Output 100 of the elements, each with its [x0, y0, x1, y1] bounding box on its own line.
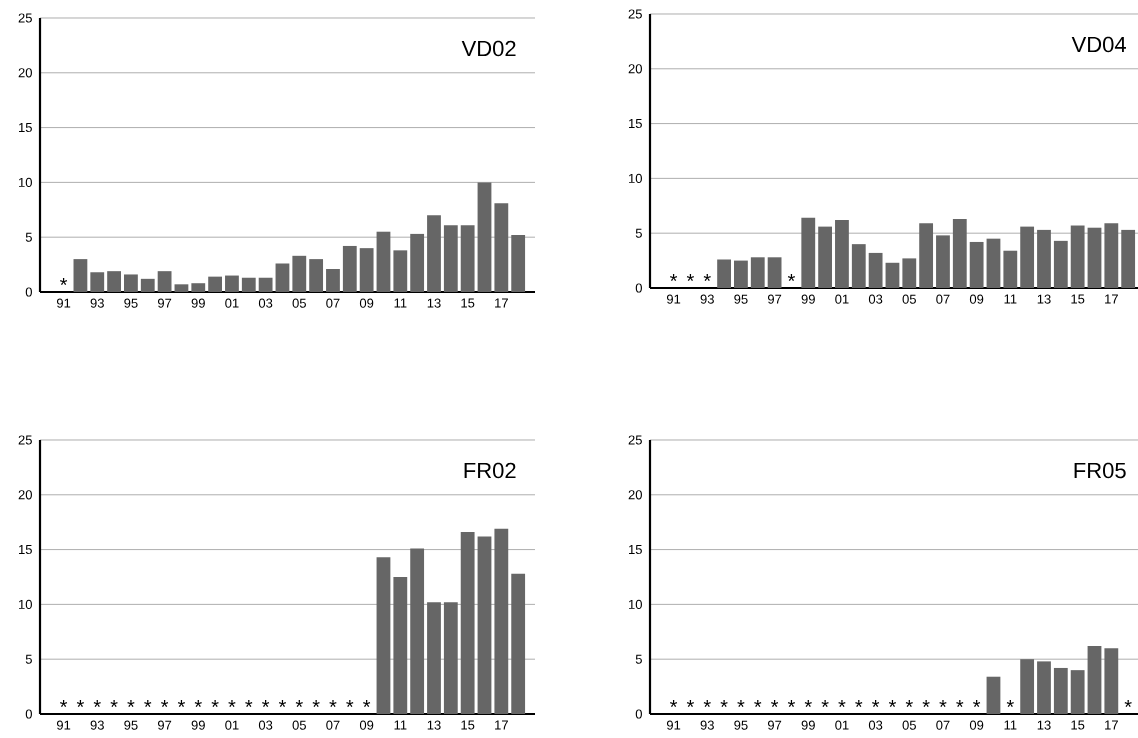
x-tick-label: 07 [936, 720, 950, 730]
text: * [228, 700, 236, 708]
text: * [194, 700, 202, 708]
x-tick-label: 03 [868, 294, 883, 304]
x-tick-label: 99 [801, 720, 815, 730]
x-tick-label: 97 [767, 294, 782, 304]
y-tick-label: 5 [635, 228, 642, 238]
x-tick-label: 93 [90, 298, 104, 308]
bar [124, 274, 138, 292]
x-tick-label: 09 [969, 720, 984, 730]
bar [494, 203, 509, 292]
x-tick-label: 13 [427, 298, 441, 308]
bar [767, 257, 782, 288]
y-tick-label: 10 [629, 173, 642, 183]
bar [342, 245, 357, 292]
text: * [787, 700, 796, 708]
bar [359, 248, 374, 292]
bar [1087, 227, 1102, 288]
bar [477, 182, 492, 292]
text: * [888, 700, 897, 708]
x-tick-label: 97 [767, 720, 782, 730]
text: * [973, 700, 981, 708]
x-tick-label: 93 [90, 720, 104, 730]
x-tick-label: 97 [157, 298, 172, 308]
y-tick-label: 20 [18, 68, 32, 78]
bar [191, 283, 206, 292]
bar [73, 259, 88, 292]
bar [376, 557, 391, 714]
text: * [329, 700, 337, 708]
x-tick-label: 17 [495, 720, 508, 730]
text: * [110, 700, 118, 708]
y-tick-label: 0 [635, 709, 642, 719]
bar [1020, 659, 1035, 714]
text: VD04 [1071, 36, 1126, 53]
text: * [93, 700, 101, 708]
text: * [161, 700, 169, 708]
text: * [771, 700, 779, 708]
x-tick-label: 99 [191, 298, 205, 308]
x-tick-label: 15 [461, 720, 475, 730]
bar [292, 255, 307, 292]
text: * [737, 700, 745, 708]
bar [818, 226, 833, 288]
bar [511, 573, 526, 714]
bar [952, 218, 967, 288]
x-tick-label: 03 [258, 298, 273, 308]
text: * [905, 700, 913, 708]
text: * [60, 278, 68, 286]
y-tick-label: 0 [25, 287, 32, 297]
text: * [127, 700, 135, 708]
x-tick-label: 95 [734, 720, 748, 730]
y-tick-label: 25 [18, 13, 32, 23]
text: * [686, 700, 694, 708]
bar [511, 234, 526, 292]
bar [1003, 250, 1018, 288]
x-tick-label: 09 [359, 720, 374, 730]
y-tick-label: 0 [25, 709, 32, 719]
bar [986, 676, 1001, 714]
y-tick-label: 20 [628, 64, 642, 74]
bar [1121, 229, 1136, 288]
y-tick-label: 20 [18, 490, 32, 500]
text: FR05 [1074, 462, 1126, 479]
text: * [855, 700, 863, 708]
x-tick-label: 15 [1071, 294, 1085, 304]
text: * [703, 274, 711, 282]
text: * [363, 700, 371, 708]
bar [851, 244, 866, 288]
bar [1087, 646, 1102, 714]
x-tick-label: 17 [1105, 720, 1118, 730]
bar [1070, 225, 1085, 288]
x-tick-label: 91 [666, 294, 681, 304]
bar [410, 548, 425, 714]
y-tick-label: 25 [628, 435, 642, 445]
text: * [1124, 700, 1132, 708]
bar [90, 272, 105, 292]
x-tick-label: 91 [56, 298, 71, 308]
y-tick-label: 25 [628, 9, 642, 19]
bar [919, 223, 934, 288]
y-tick-label: 10 [629, 599, 642, 609]
x-tick-label: 99 [191, 720, 205, 730]
x-tick-label: 11 [1004, 720, 1017, 730]
x-tick-label: 01 [835, 720, 849, 730]
bar [1104, 648, 1119, 714]
bar [393, 250, 408, 292]
x-tick-label: 95 [124, 298, 138, 308]
bar [494, 528, 509, 714]
text: * [754, 700, 762, 708]
bar [477, 536, 492, 714]
text: * [939, 700, 947, 708]
x-tick-label: 11 [394, 298, 407, 308]
text: * [295, 700, 303, 708]
bar [393, 576, 408, 714]
x-tick-label: 07 [936, 294, 950, 304]
bar [902, 258, 917, 288]
bar [460, 225, 475, 292]
text: * [346, 700, 354, 708]
x-tick-label: 91 [56, 720, 71, 730]
text: * [262, 700, 270, 708]
text: * [720, 700, 728, 708]
y-tick-label: 15 [19, 123, 32, 133]
x-tick-label: 13 [427, 720, 441, 730]
